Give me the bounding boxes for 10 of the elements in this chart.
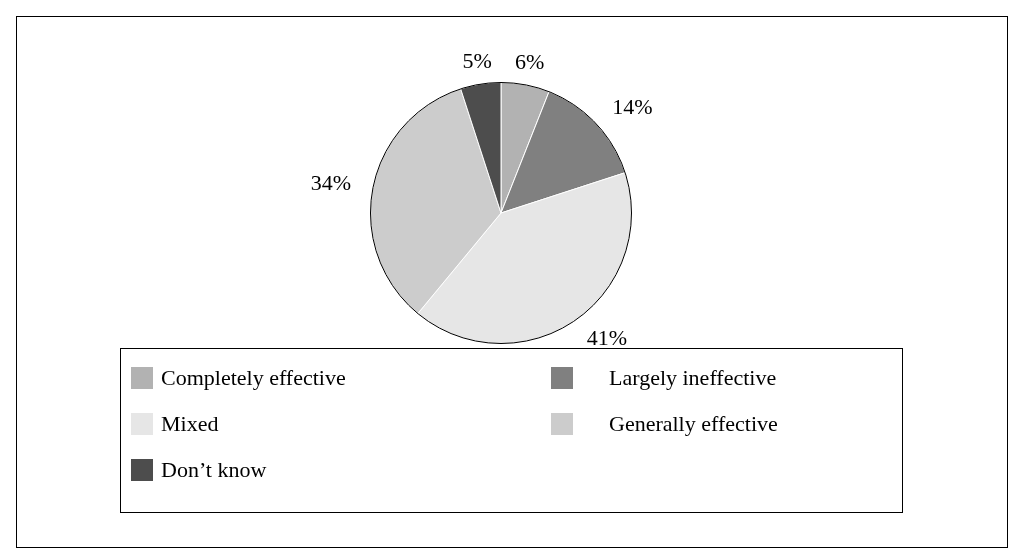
- legend-label: Completely effective: [161, 365, 346, 391]
- legend-label: Largely ineffective: [609, 365, 777, 391]
- data-label: 41%: [586, 324, 628, 350]
- data-label: 6%: [514, 48, 545, 74]
- legend-label: Don’t know: [161, 457, 267, 483]
- legend-label: Mixed: [161, 411, 219, 437]
- data-label: 14%: [612, 94, 653, 120]
- data-label: 34%: [310, 170, 352, 196]
- data-label: 5%: [462, 48, 492, 74]
- legend-label: Generally effective: [609, 411, 778, 437]
